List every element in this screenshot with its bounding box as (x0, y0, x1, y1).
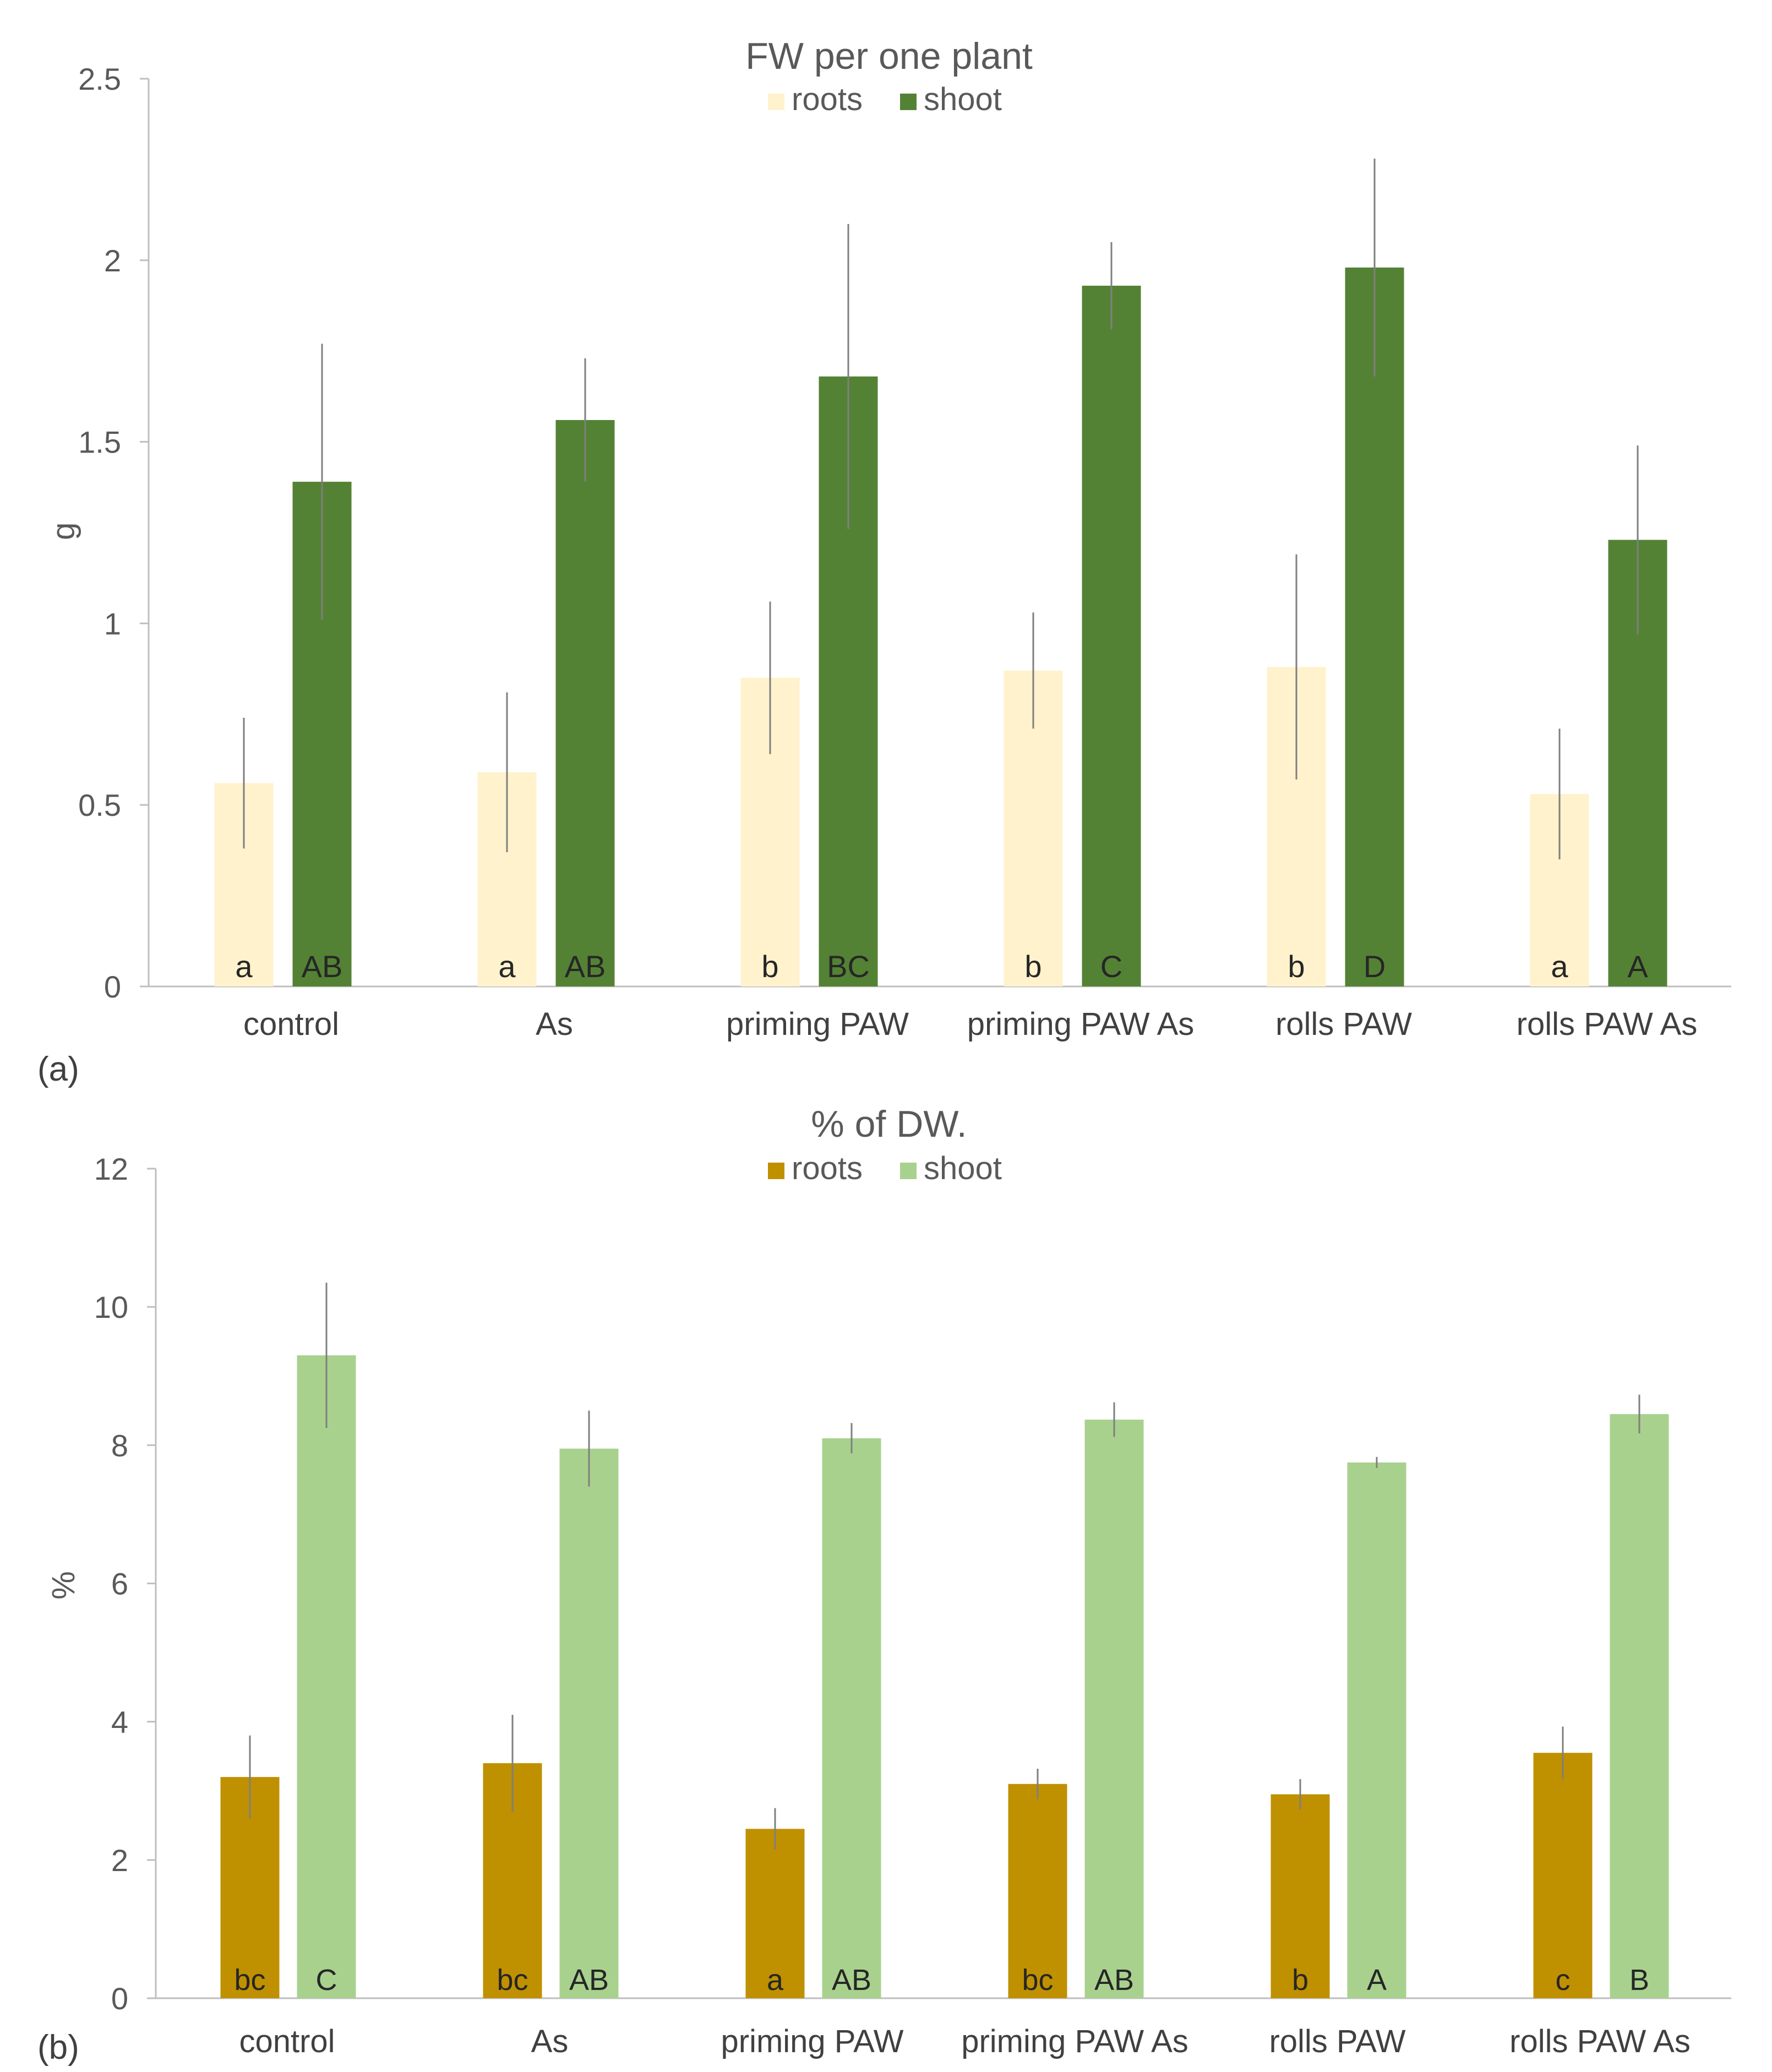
panel-a-title: FW per one plant (745, 35, 1033, 77)
panel-a-letter-shoot-rolls-paw: D (1364, 949, 1386, 984)
panel-b-letter-roots-as: bc (497, 1964, 528, 1997)
panel-b-bar-roots-priming-paw-as (1008, 1784, 1067, 1998)
panel-b-legend: roots shoot (768, 1150, 1002, 1186)
panel-b-y-tick-label: 4 (111, 1705, 128, 1740)
panel-a-y-tick-label: 2.5 (78, 62, 121, 96)
panel-a-legend-roots-swatch (768, 94, 784, 110)
panel-b-x-tick-label-rolls-paw: rolls PAW (1269, 2024, 1405, 2059)
panel-b-label: (b) (37, 2029, 79, 2066)
panel-b-legend-roots-swatch (768, 1163, 784, 1179)
panel-a-letter-roots-priming-paw-as: b (1024, 949, 1042, 984)
panel-a-x-tick-label-rolls-paw-as: rolls PAW As (1517, 1006, 1698, 1042)
panel-b-letter-shoot-rolls-paw: A (1367, 1964, 1387, 1997)
panel-b-x-tick-label-priming-paw-as: priming PAW As (961, 2024, 1188, 2059)
panel-b-letter-shoot-priming-paw-as: AB (1094, 1964, 1134, 1997)
panel-a-y-tick-label: 1.5 (78, 425, 121, 460)
panel-b-letter-shoot-rolls-paw-as: B (1629, 1964, 1649, 1997)
panel-b-x-tick-label-control: control (239, 2024, 335, 2059)
panel-a-bar-shoot-rolls-paw (1345, 267, 1404, 987)
panel-a-y-tick-label: 2 (104, 243, 121, 278)
panel-b-x-tick-label-rolls-paw-as: rolls PAW As (1509, 2024, 1691, 2059)
panel-a-y-axis-label: g (46, 522, 81, 540)
panel-b-bar-shoot-as (559, 1448, 619, 1998)
panel-b-y-tick-label: 10 (94, 1290, 128, 1324)
panel-b-legend-shoot-swatch (900, 1163, 917, 1179)
panel-b-y-tick-label: 0 (111, 1981, 128, 2016)
panel-b-letter-roots-rolls-paw: b (1292, 1964, 1308, 1997)
panel-b-bar-roots-rolls-paw-as (1533, 1753, 1593, 1998)
panel-b-y-axis-label: % (46, 1571, 81, 1600)
panel-b-y-tick-label: 12 (94, 1152, 128, 1186)
panel-b-letter-roots-priming-paw: a (767, 1964, 784, 1997)
panel-a-letter-roots-rolls-paw: b (1288, 949, 1305, 984)
panel-a-legend-shoot-swatch (900, 94, 917, 110)
panel-a: FW per one plant roots shoot g (a) 0 0.5 1… (37, 35, 1731, 1088)
panel-b-title: % of DW. (811, 1103, 967, 1145)
panel-b-bar-roots-rolls-paw (1271, 1794, 1330, 1998)
panel-a-y-tick-label: 0.5 (78, 788, 121, 822)
panel-b-legend-shoot-label: shoot (924, 1150, 1002, 1186)
panel-b-y-tick-label: 8 (111, 1428, 128, 1463)
panel-a-letter-roots-as: a (498, 949, 516, 984)
panel-a-legend: roots shoot (768, 81, 1002, 117)
panel-b-letter-roots-rolls-paw-as: c (1556, 1964, 1571, 1997)
panel-a-x-tick-label-rolls-paw: rolls PAW (1275, 1006, 1412, 1042)
panel-a-x-tick-label-control: control (243, 1006, 339, 1042)
panel-a-letter-roots-priming-paw: b (761, 949, 778, 984)
panel-a-x-tick-label-priming-paw: priming PAW (726, 1006, 909, 1042)
panel-b-bar-shoot-rolls-paw-as (1610, 1414, 1669, 1998)
panel-b-axes: 0 2 4 6 8 10 12 control As priming PAW priming PAW… (94, 1152, 1731, 2059)
panel-b-bars: bc bc a bc b cC AB AB AB A B (220, 1283, 1669, 1998)
panel-a-legend-shoot-label: shoot (924, 81, 1002, 117)
panel-b-legend-roots-label: roots (792, 1150, 863, 1186)
panel-a-letter-shoot-priming-paw-as: C (1100, 949, 1122, 984)
panel-b-letter-shoot-priming-paw: AB (832, 1964, 871, 1997)
panel-b-x-tick-label-priming-paw: priming PAW (721, 2024, 904, 2059)
panel-b-letter-roots-control: bc (234, 1964, 265, 1997)
panel-b-bar-roots-priming-paw (745, 1829, 805, 1998)
panel-b-letter-shoot-control: C (316, 1964, 337, 1997)
panel-b-bar-shoot-priming-paw-as (1084, 1419, 1144, 1998)
panel-b-x-tick-label-as: As (531, 2024, 569, 2059)
panel-b-bar-shoot-rolls-paw (1347, 1462, 1406, 1998)
panel-a-letter-shoot-priming-paw: BC (827, 949, 870, 984)
panel-b-y-tick-label: 2 (111, 1843, 128, 1878)
panel-a-letter-shoot-control: AB (302, 949, 343, 984)
panel-b: % of DW. roots shoot % (b) 0 2 4 6 8 10 12 cont… (37, 1103, 1731, 2066)
panel-b-letter-roots-priming-paw-as: bc (1022, 1964, 1053, 1997)
panel-a-letter-shoot-as: AB (565, 949, 606, 984)
panel-a-y-tick-label: 0 (104, 969, 121, 1004)
panel-b-bar-shoot-priming-paw (822, 1438, 881, 1998)
panel-b-bar-shoot-control (297, 1355, 356, 1998)
panel-a-label: (a) (37, 1050, 79, 1088)
panel-a-bars: a a b b b a AB AB BC C D A (214, 159, 1667, 987)
panel-a-y-tick-label: 1 (104, 606, 121, 641)
panel-b-y-tick-label: 6 (111, 1567, 128, 1601)
panel-a-x-tick-label-priming-paw-as: priming PAW As (967, 1006, 1195, 1042)
panel-a-letter-roots-rolls-paw-as: a (1551, 949, 1568, 984)
panel-a-letter-roots-control: a (235, 949, 253, 984)
panel-a-bar-shoot-priming-paw-as (1082, 285, 1141, 987)
panel-b-letter-shoot-as: AB (569, 1964, 609, 1997)
panel-a-x-tick-label-as: As (536, 1006, 573, 1042)
panel-a-legend-roots-label: roots (792, 81, 863, 117)
panel-a-letter-shoot-rolls-paw-as: A (1627, 949, 1648, 984)
panel-a-bar-shoot-as (555, 420, 615, 987)
panel-a-axes: 0 0.5 1 1.5 2 2.5 control As priming PAW priming … (78, 62, 1731, 1042)
